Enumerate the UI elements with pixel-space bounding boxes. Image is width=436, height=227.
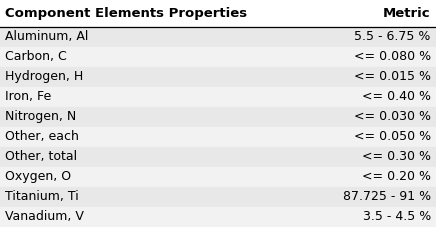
Text: Aluminum, Al: Aluminum, Al [5,30,89,43]
Text: <= 0.40 %: <= 0.40 % [362,90,431,103]
Bar [0,207,436,227]
Bar [0,67,436,87]
Bar [0,47,436,67]
Bar [0,87,436,107]
Text: Other, total: Other, total [5,151,77,163]
Text: <= 0.050 %: <= 0.050 % [354,130,431,143]
Text: Vanadium, V: Vanadium, V [5,210,84,224]
Text: Titanium, Ti: Titanium, Ti [5,190,79,203]
Text: <= 0.015 %: <= 0.015 % [354,70,431,83]
Text: Hydrogen, H: Hydrogen, H [5,70,83,83]
Text: 5.5 - 6.75 %: 5.5 - 6.75 % [354,30,431,43]
Text: 87.725 - 91 %: 87.725 - 91 % [343,190,431,203]
Text: <= 0.30 %: <= 0.30 % [362,151,431,163]
Text: Component Elements Properties: Component Elements Properties [5,7,247,20]
Text: Carbon, C: Carbon, C [5,50,67,63]
Text: <= 0.030 %: <= 0.030 % [354,110,431,123]
Bar [0,27,436,47]
Bar [0,0,436,27]
Text: <= 0.080 %: <= 0.080 % [354,50,431,63]
Bar [0,107,436,127]
Text: Metric: Metric [383,7,431,20]
Bar [0,167,436,187]
Bar [0,187,436,207]
Bar [0,147,436,167]
Text: Iron, Fe: Iron, Fe [5,90,51,103]
Text: <= 0.20 %: <= 0.20 % [362,170,431,183]
Text: Other, each: Other, each [5,130,79,143]
Text: Nitrogen, N: Nitrogen, N [5,110,76,123]
Bar [0,127,436,147]
Text: 3.5 - 4.5 %: 3.5 - 4.5 % [362,210,431,224]
Text: Oxygen, O: Oxygen, O [5,170,72,183]
